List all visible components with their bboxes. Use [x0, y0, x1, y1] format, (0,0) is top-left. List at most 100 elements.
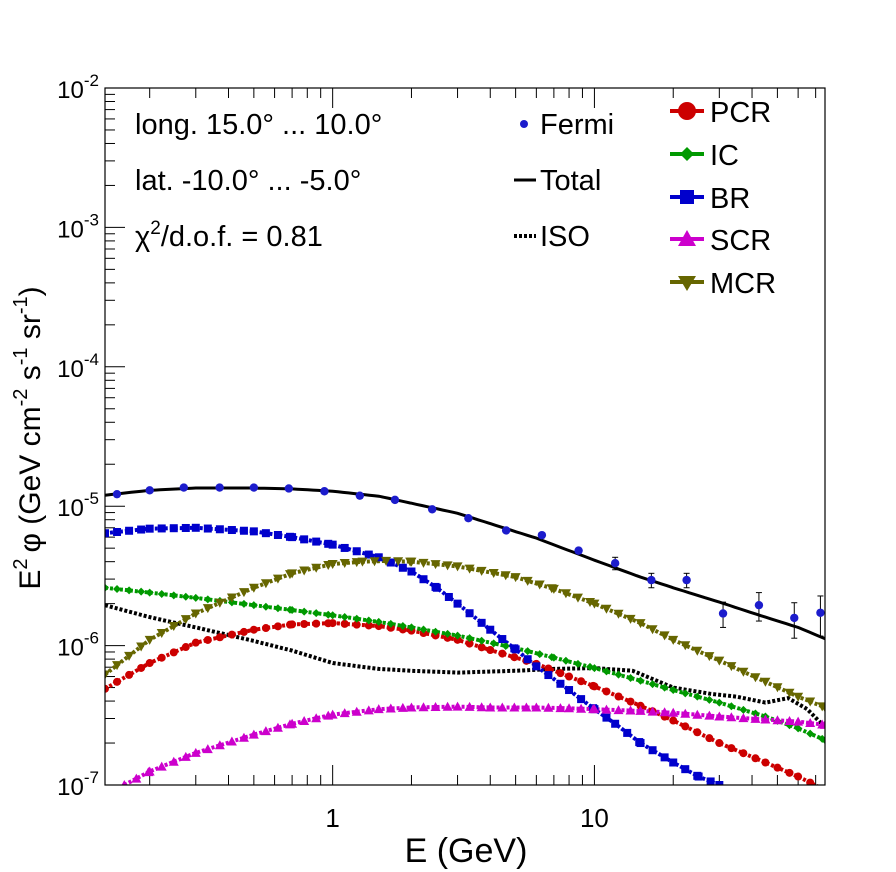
series-marker-scr	[226, 736, 237, 746]
series-marker-mcr	[339, 559, 350, 569]
series-marker-mcr	[190, 609, 201, 619]
legend-pcr-marker	[678, 102, 696, 120]
series-marker-mcr	[464, 564, 475, 574]
series-marker-br	[648, 746, 657, 755]
series-marker-pcr	[137, 663, 146, 672]
series-marker-br	[125, 526, 134, 535]
legend-right: PCR IC BR SCR MCR	[670, 97, 776, 300]
series-marker-br	[523, 655, 532, 664]
series-marker-scr	[738, 713, 749, 723]
series-marker-ic	[751, 709, 760, 718]
series-marker-scr	[287, 718, 298, 728]
series-marker-mcr	[572, 593, 583, 603]
series-marker-ic	[660, 683, 669, 692]
series-marker-ic	[398, 621, 407, 630]
series-marker-mcr	[452, 562, 463, 572]
series-marker-mcr	[714, 656, 725, 666]
series-marker-mcr	[144, 635, 155, 645]
series-marker-br	[386, 558, 395, 567]
series-marker-mcr	[287, 569, 298, 579]
legend-mcr-marker	[678, 276, 696, 291]
series-marker-mcr	[327, 559, 338, 569]
series-marker-ic	[261, 602, 270, 611]
series-marker-scr	[485, 702, 496, 712]
series-marker-scr	[635, 705, 646, 715]
series-marker-pcr	[669, 716, 678, 725]
series-marker-ic	[191, 593, 200, 602]
legend-mcr-label: MCR	[710, 268, 776, 300]
series-marker-mcr	[226, 593, 237, 603]
series-marker-br	[398, 563, 407, 572]
series-marker-scr	[121, 780, 128, 785]
series-marker-br	[169, 524, 178, 533]
series-marker-scr	[214, 740, 225, 750]
series-marker-scr	[680, 708, 691, 718]
series-marker-br	[239, 526, 248, 535]
series-marker-mcr	[369, 557, 380, 567]
series-marker-mcr	[522, 576, 533, 586]
series-marker-mcr	[793, 692, 804, 702]
series-marker-ic	[181, 592, 190, 601]
series-marker-mcr	[500, 571, 511, 581]
series-marker-ic	[669, 686, 678, 695]
series-marker-ic	[681, 689, 690, 698]
series-marker-ic	[300, 607, 309, 616]
series-marker-scr	[299, 716, 310, 726]
series-marker-mcr	[726, 662, 737, 672]
fermi-point	[112, 489, 122, 499]
series-marker-scr	[406, 702, 417, 712]
series-marker-br	[249, 527, 258, 536]
series-marker-scr	[418, 702, 429, 712]
series-marker-pcr	[806, 778, 815, 785]
x-axis-title: E (GeV)	[405, 832, 528, 870]
series-marker-br	[191, 523, 200, 532]
series-marker-scr	[327, 709, 338, 719]
series-marker-scr	[805, 718, 816, 728]
x-tick-label: 10	[580, 803, 609, 833]
series-marker-pcr	[249, 625, 258, 634]
series-marker-br	[324, 539, 333, 548]
series-marker-mcr	[738, 667, 749, 677]
series-marker-ic	[727, 702, 736, 711]
series-marker-scr	[659, 707, 670, 717]
fermi-point	[501, 526, 511, 535]
series-marker-br	[660, 753, 669, 762]
series-marker-scr	[760, 714, 771, 724]
series-marker-pcr	[773, 763, 782, 772]
series-marker-br	[465, 609, 474, 618]
series-marker-mcr	[510, 573, 521, 583]
series-marker-br	[611, 719, 620, 728]
series-marker-mcr	[772, 683, 783, 693]
series-marker-scr	[248, 729, 259, 739]
legend-pcr-label: PCR	[710, 97, 771, 129]
series-marker-pcr	[191, 638, 200, 647]
series-marker-ic	[501, 641, 510, 650]
series-marker-ic	[352, 614, 361, 623]
series-marker-ic	[105, 583, 109, 592]
series-marker-scr	[726, 712, 737, 722]
x-tick-label: 1	[325, 803, 339, 833]
series-marker-br	[352, 547, 361, 556]
series-marker-mcr	[248, 583, 259, 593]
axis-ticks	[105, 87, 817, 786]
legend-scr-marker	[678, 230, 696, 246]
series-marker-ic	[602, 667, 611, 676]
y-tick-label: 10-5	[57, 489, 99, 522]
series-marker-ic	[249, 601, 258, 610]
series-marker-br	[623, 728, 632, 737]
series-marker-scr	[521, 702, 532, 712]
series-marker-scr	[180, 751, 191, 761]
series-marker-br	[407, 567, 416, 576]
series-marker-ic	[715, 698, 724, 707]
series-marker-scr	[311, 713, 322, 723]
series-marker-ic	[465, 634, 474, 643]
series-marker-scr	[397, 702, 408, 712]
series-marker-br	[532, 662, 541, 671]
series-marker-br	[340, 543, 349, 552]
legend-scr-label: SCR	[710, 225, 771, 257]
y-tick-label: 10-3	[57, 210, 99, 243]
series-marker-pcr	[340, 619, 349, 628]
series-marker-pcr	[273, 622, 282, 631]
fermi-layer	[112, 483, 825, 639]
